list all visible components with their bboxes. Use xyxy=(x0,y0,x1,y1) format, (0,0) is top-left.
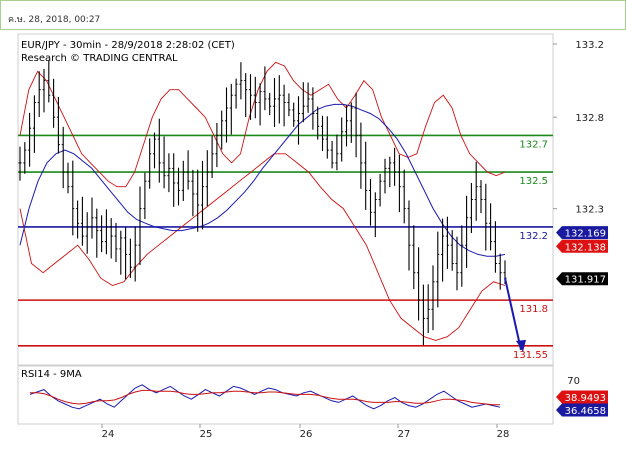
price-box-0 xyxy=(556,226,608,240)
price-boxes: 132.169 132.138 131.917 38.9493 36.4658 xyxy=(556,226,608,417)
timestamp-label: ค.ษ. 28, 2018, 00:27 xyxy=(8,15,101,25)
chart-subtitle: Research © TRADING CENTRAL xyxy=(21,53,178,64)
level-label-3: 131.8 xyxy=(519,304,548,315)
level-label-0: 132.7 xyxy=(519,139,548,150)
price-box-label-0: 132.169 xyxy=(565,229,606,240)
axes: 133.2 132.8 132.3 70 24 25 26 27 28 xyxy=(101,40,604,440)
bollinger-upper-line xyxy=(19,61,506,188)
date-bar: ค.ษ. 28, 2018, 00:27 xyxy=(0,0,626,30)
price-plot-frame xyxy=(17,33,554,366)
price-box-1 xyxy=(556,239,608,253)
rsi-panel xyxy=(29,384,501,410)
forecast-arrow xyxy=(504,277,526,352)
price-tick-label-0: 133.2 xyxy=(575,40,604,51)
rsi-line-0 xyxy=(29,384,501,410)
level-label-1: 132.5 xyxy=(519,176,548,187)
forecast-arrow-head xyxy=(516,339,526,352)
rsi-plot-frame xyxy=(17,365,554,425)
bollinger-bands xyxy=(19,61,506,341)
price-tick-label-1: 132.8 xyxy=(575,113,604,124)
x-tick-label-4: 28 xyxy=(497,429,510,440)
price-series xyxy=(18,60,507,346)
price-box-2 xyxy=(556,272,608,286)
rsi-box-label-0: 38.9493 xyxy=(565,393,606,404)
moving-average-line xyxy=(19,103,506,257)
rsi-box-0 xyxy=(556,390,608,404)
level-label-2: 132.2 xyxy=(519,231,548,242)
forecast-arrow-shaft xyxy=(504,277,522,351)
rsi-tick-label-0: 70 xyxy=(567,376,580,387)
price-box-label-2: 131.917 xyxy=(565,275,606,286)
x-tick-label-2: 26 xyxy=(300,429,313,440)
level-label-4: 131.55 xyxy=(513,350,548,361)
rsi-box-label-1: 36.4658 xyxy=(565,406,606,417)
price-box-label-1: 132.138 xyxy=(565,242,606,253)
moving-average xyxy=(19,103,506,257)
level-lines: 132.7 132.5 132.2 131.8 131.55 xyxy=(18,134,553,361)
rsi-line-1 xyxy=(30,389,500,406)
x-tick-label-1: 25 xyxy=(200,429,213,440)
x-tick-label-3: 27 xyxy=(398,429,411,440)
price-tick-label-2: 132.3 xyxy=(575,205,604,216)
rsi-box-1 xyxy=(556,403,608,417)
bollinger-lower-line xyxy=(19,153,506,341)
chart-title: EUR/JPY - 30min - 28/9/2018 2:28:02 (CET… xyxy=(21,40,235,51)
rsi-label: RSI14 - 9MA xyxy=(21,369,82,380)
x-tick-label-0: 24 xyxy=(102,429,115,440)
